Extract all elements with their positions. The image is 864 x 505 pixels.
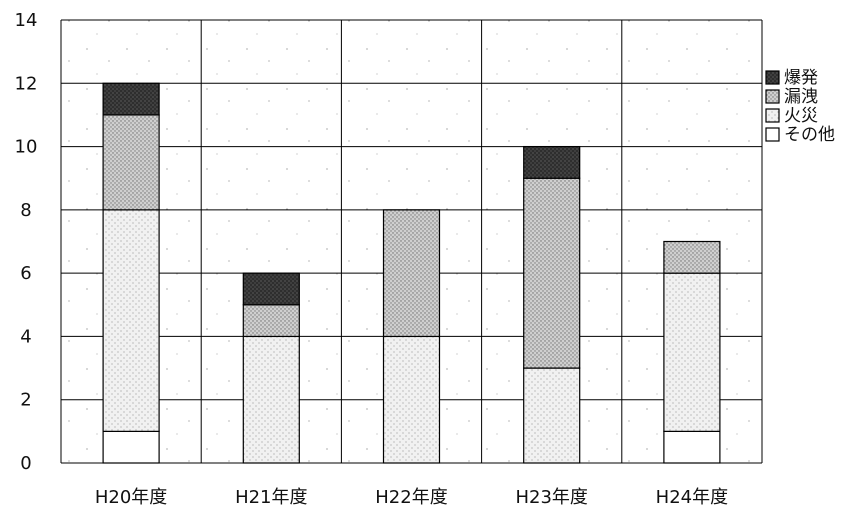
- legend-label: 漏洩: [784, 87, 818, 107]
- bar-segment-fire: [242, 335, 300, 464]
- x-tick-label: H23年度: [515, 487, 587, 505]
- legend-item-fire: 火災: [765, 106, 818, 126]
- x-tick-label: H20年度: [95, 487, 167, 505]
- y-tick-label: 8: [20, 200, 31, 221]
- legend-label: 火災: [784, 106, 818, 126]
- bar-segment-leak: [523, 177, 581, 369]
- legend-swatch: [765, 127, 780, 142]
- legend-item-explosion: 爆発: [765, 68, 818, 88]
- bar-segment-fire: [663, 272, 721, 432]
- x-tick-label: H24年度: [656, 487, 728, 505]
- x-tick-label: H22年度: [375, 487, 447, 505]
- bar-segment-leak: [382, 209, 441, 338]
- bar-segment-explosion: [102, 82, 160, 116]
- bar-segment-explosion: [523, 145, 581, 179]
- bar-segment-leak: [663, 240, 721, 274]
- bar-segment-explosion: [242, 272, 300, 306]
- bar-segment-fire: [523, 367, 581, 464]
- legend-swatch: [765, 108, 780, 123]
- bar-segment-leak: [102, 114, 160, 211]
- y-tick-label: 4: [20, 326, 31, 347]
- y-tick-label: 2: [20, 390, 31, 411]
- y-tick-label: 6: [20, 263, 31, 284]
- bar-segment-other: [663, 430, 721, 464]
- bar-segment-fire: [102, 209, 160, 432]
- bar-segment-leak: [242, 304, 300, 338]
- legend-item-leak: 漏洩: [765, 87, 818, 107]
- legend-swatch: [765, 70, 780, 85]
- bar-segment-other: [102, 430, 160, 464]
- legend-item-other: その他: [765, 125, 835, 145]
- legend-swatch: [765, 89, 780, 104]
- legend-label: 爆発: [784, 68, 818, 88]
- legend-label: その他: [784, 125, 835, 145]
- y-tick-label: 10: [15, 137, 38, 158]
- y-tick-label: 14: [15, 10, 38, 31]
- bar-segment-fire: [382, 335, 441, 464]
- y-tick-label: 12: [15, 73, 38, 94]
- x-tick-label: H21年度: [235, 487, 307, 505]
- y-tick-label: 0: [20, 453, 31, 474]
